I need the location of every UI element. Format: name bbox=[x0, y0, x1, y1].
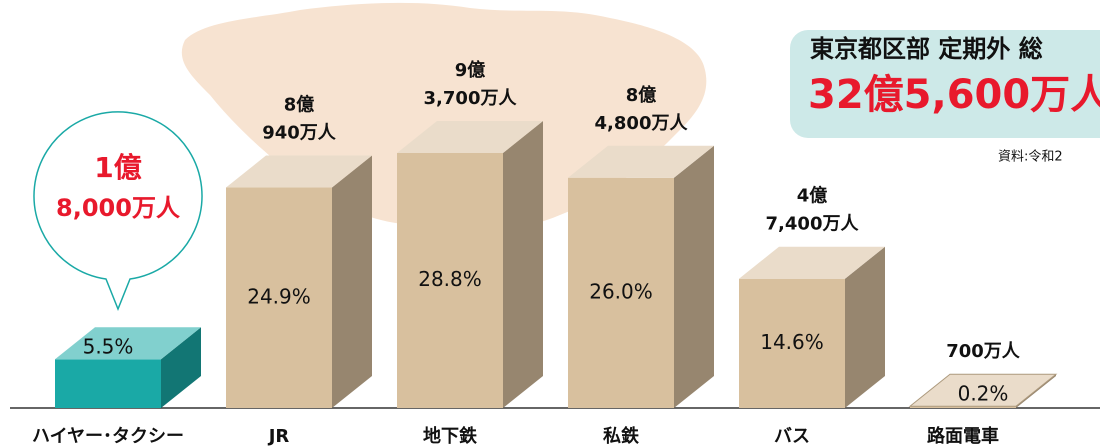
category-label: ハイヤー･タクシー bbox=[32, 426, 184, 447]
category-label: JR bbox=[267, 426, 290, 447]
bar-side bbox=[161, 327, 201, 408]
ridership-label: 7,400万人 bbox=[766, 214, 860, 235]
category-label: 路面電車 bbox=[927, 425, 999, 447]
bar bbox=[739, 278, 845, 408]
ridership-label: 3,700万人 bbox=[424, 88, 518, 109]
bar-side bbox=[845, 246, 885, 408]
value-label: 5.5% bbox=[83, 335, 134, 359]
bar bbox=[55, 359, 161, 408]
bar bbox=[397, 153, 503, 408]
bar-top bbox=[226, 155, 372, 188]
category-label: 地下鉄 bbox=[423, 425, 477, 447]
ridership-label: 940万人 bbox=[262, 123, 337, 144]
bar bbox=[226, 187, 332, 408]
total: 32億5,600万人 bbox=[808, 72, 1100, 118]
bar-side bbox=[674, 145, 714, 408]
bar-top bbox=[739, 246, 885, 279]
callout-label: 8,000万人 bbox=[56, 194, 180, 222]
bar bbox=[910, 406, 1016, 408]
value-label: 24.9% bbox=[247, 284, 311, 308]
ridership-label: 4億 bbox=[797, 185, 828, 207]
value-label: 28.8% bbox=[418, 267, 482, 291]
bar-side bbox=[332, 155, 372, 408]
bar-top bbox=[55, 327, 201, 360]
callout-bubble bbox=[33, 111, 203, 312]
ridership-label: 9億 bbox=[455, 59, 486, 81]
ridership-label: 700万人 bbox=[946, 341, 1021, 362]
ridership-label: 4,800万人 bbox=[595, 113, 689, 134]
source: 資料:令和2 bbox=[998, 150, 1063, 165]
title: 東京都区部 定期外 総 bbox=[810, 35, 1043, 63]
category-label: 私鉄 bbox=[603, 425, 639, 447]
bar bbox=[568, 177, 674, 408]
value-label: 26.0% bbox=[589, 279, 653, 303]
ridership-label: 8億 bbox=[284, 94, 315, 116]
category-label: バス bbox=[774, 426, 810, 447]
value-label: 0.2% bbox=[958, 382, 1009, 406]
bar-top bbox=[568, 145, 714, 178]
value-label: 14.6% bbox=[760, 330, 824, 354]
bar-top bbox=[908, 373, 1058, 407]
bar-side bbox=[503, 121, 543, 408]
ridership-label: 8億 bbox=[626, 84, 657, 106]
callout-label: 1億 bbox=[94, 151, 141, 184]
bar-top bbox=[397, 121, 543, 153]
total-box bbox=[790, 30, 1100, 138]
